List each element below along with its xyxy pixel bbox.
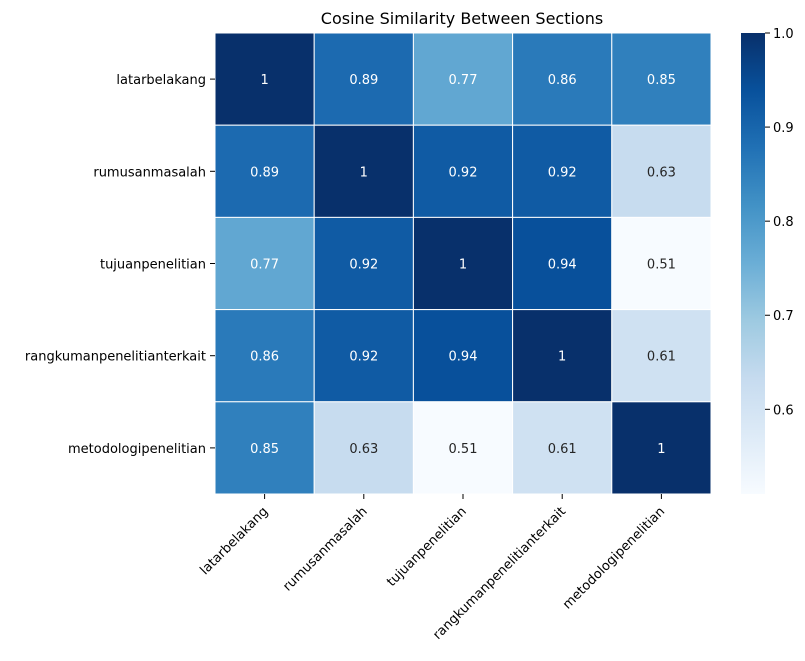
colorbar-ticks: 0.6 0.7 0.8 0.9 1.0 [765,27,794,418]
heatmap-cell [313,32,414,126]
heatmap-cell [611,32,712,126]
cell-value-label: 1 [558,350,566,365]
cell-value-label: 1 [360,165,368,180]
heatmap-cell [611,309,712,403]
cell-value-label: 0.51 [647,258,676,273]
cell-value-label: 0.51 [449,442,478,457]
cell-value-label: 0.94 [449,350,478,365]
y-tick-label: rumusanmasalah [93,165,206,180]
chart-title: Cosine Similarity Between Sections [321,9,603,28]
heatmap-cell [512,216,613,311]
cell-value-label: 0.92 [548,165,577,180]
heatmap-cell [214,124,315,218]
cell-value-label: 0.61 [647,350,676,365]
heatmap-cell [313,309,414,403]
heatmap-cell [313,401,414,495]
colorbar: 0.6 0.7 0.8 0.9 1.0 [741,27,794,494]
heatmap-cell [214,401,315,495]
cell-value-label: 0.86 [250,350,279,365]
colorbar-tick-label: 1.0 [773,27,794,42]
heatmap-cell [611,216,712,311]
cell-value-label: 0.92 [349,258,378,273]
cell-value-label: 0.61 [548,442,577,457]
cell-value-label: 0.89 [250,165,279,180]
colorbar-tick-label: 0.7 [773,309,794,324]
cell-value-label: 0.92 [349,350,378,365]
colorbar-tick-label: 0.8 [773,215,794,230]
heatmap-cell [512,309,613,403]
heatmap-cell [412,309,514,403]
heatmap-cell [412,216,514,311]
y-tick-label: tujuanpenelitian [100,258,206,273]
heatmap-cell [412,124,514,218]
heatmap-cell [611,124,712,218]
heatmap-cell [214,32,315,126]
y-tick-label: rangkumanpenelitianterkait [25,350,206,365]
y-tick-label: latarbelakang [116,73,206,88]
x-axis: latarbelakang rumusanmasalah tujuanpenelit… [197,494,668,643]
cell-value-label: 0.85 [647,73,676,88]
cell-value-label: 0.86 [548,73,577,88]
cell-value-label: 0.92 [449,165,478,180]
x-tick-label: latarbelakang [197,504,271,578]
heatmap-cell [611,401,712,495]
x-tick-label: tujuanpenelitian [384,504,470,590]
colorbar-tick-label: 0.9 [773,121,794,136]
cell-value-label: 0.63 [349,442,378,457]
cell-value-label: 0.85 [250,442,279,457]
heatmap-cell [313,216,414,311]
colorbar-gradient [741,33,765,494]
heatmap-cells: 1 0.89 0.77 0.86 0.85 0.89 1 0.92 0.92 0.63 0.77 0.… [214,32,712,495]
colorbar-tick-label: 0.6 [773,403,794,418]
cell-value-label: 0.77 [250,258,279,273]
y-tick-label: metodologipenelitian [68,442,206,457]
heatmap-cell [512,32,613,126]
y-axis: latarbelakang rumusanmasalah tujuanpenelit… [25,73,215,457]
cell-value-label: 1 [459,258,467,273]
cell-value-label: 1 [260,73,268,88]
cell-value-label: 0.89 [349,73,378,88]
x-tick-label: metodologipenelitian [560,504,668,612]
heatmap-cell [412,32,514,126]
cell-value-label: 0.94 [548,258,577,273]
cell-value-label: 1 [657,442,665,457]
cell-value-label: 0.63 [647,165,676,180]
heatmap-cell [412,401,514,495]
cell-value-label: 0.77 [449,73,478,88]
x-tick-label: rumusanmasalah [280,504,370,594]
